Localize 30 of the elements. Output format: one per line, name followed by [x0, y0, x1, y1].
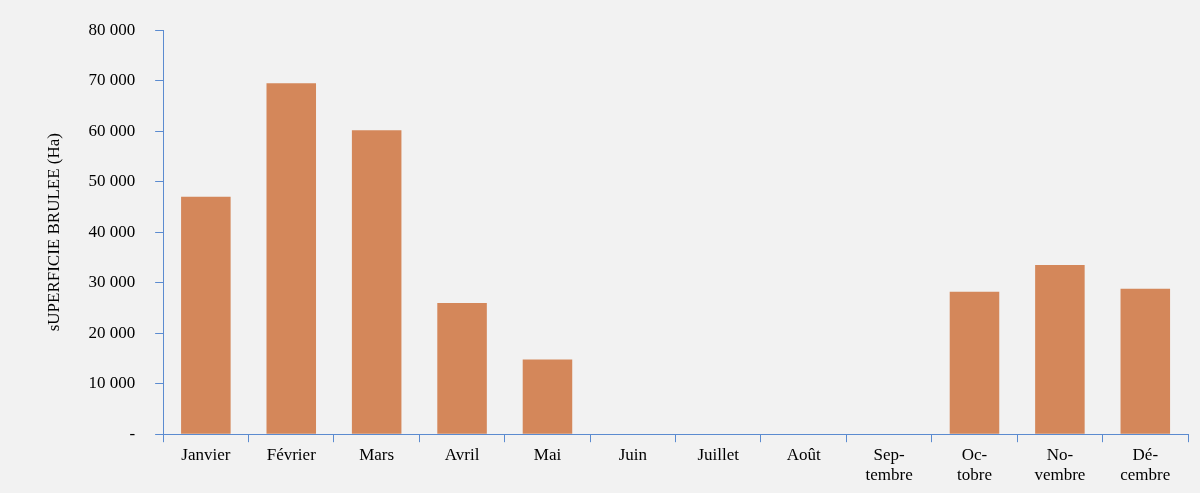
bar [266, 83, 317, 434]
x-tick-label: Mai [533, 444, 562, 464]
bar [1120, 288, 1171, 434]
y-tick-label: 70 000 [88, 70, 136, 90]
y-tick-label: 80 000 [88, 19, 136, 39]
x-tick-label: Avril [444, 444, 480, 464]
bar [949, 291, 1000, 434]
y-tick-label: 60 000 [88, 120, 136, 140]
x-tick-label: Juillet [697, 444, 740, 464]
x-tick-label: Juin [618, 444, 648, 464]
bar [351, 130, 402, 434]
x-tick-label: Août [786, 444, 821, 464]
bar [181, 196, 231, 434]
bar [522, 359, 573, 434]
x-tick-label: Oc-tobre [957, 444, 992, 485]
y-tick-label: 40 000 [88, 221, 136, 241]
x-tick-label: Mars [359, 444, 395, 464]
x-tick-label: Dé-cembre [1120, 444, 1171, 485]
bar [437, 302, 487, 434]
y-tick-label: 50 000 [88, 171, 136, 191]
x-tick-label: No-vembre [1034, 444, 1086, 485]
y-tick-label: 30 000 [88, 272, 136, 292]
x-tick-label: Janvier [181, 444, 231, 464]
y-axis-title: sUPERFICIE BRULEE (Ha) [43, 133, 63, 332]
x-tick-label: Février [266, 444, 317, 464]
x-tick-label: Sep-tembre [865, 444, 913, 485]
y-tick-label: - [129, 423, 136, 443]
bar [1035, 265, 1085, 434]
y-tick-label: 10 000 [88, 373, 136, 393]
y-tick-label: 20 000 [88, 322, 136, 342]
